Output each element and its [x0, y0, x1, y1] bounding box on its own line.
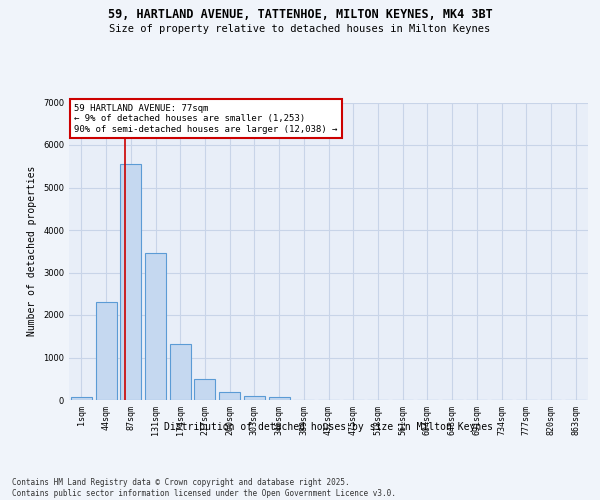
- Bar: [71, 397, 92, 400]
- Text: Distribution of detached houses by size in Milton Keynes: Distribution of detached houses by size …: [164, 422, 493, 432]
- Text: Size of property relative to detached houses in Milton Keynes: Size of property relative to detached ho…: [109, 24, 491, 34]
- Bar: [145, 254, 166, 400]
- Bar: [95, 302, 116, 400]
- Bar: [120, 164, 141, 400]
- Text: 59 HARTLAND AVENUE: 77sqm
← 9% of detached houses are smaller (1,253)
90% of sem: 59 HARTLAND AVENUE: 77sqm ← 9% of detach…: [74, 104, 338, 134]
- Bar: [244, 396, 265, 400]
- Bar: [269, 398, 290, 400]
- Text: Contains HM Land Registry data © Crown copyright and database right 2025.
Contai: Contains HM Land Registry data © Crown c…: [12, 478, 396, 498]
- Bar: [219, 392, 240, 400]
- Y-axis label: Number of detached properties: Number of detached properties: [28, 166, 37, 336]
- Text: 59, HARTLAND AVENUE, TATTENHOE, MILTON KEYNES, MK4 3BT: 59, HARTLAND AVENUE, TATTENHOE, MILTON K…: [107, 8, 493, 20]
- Bar: [194, 379, 215, 400]
- Bar: [170, 344, 191, 400]
